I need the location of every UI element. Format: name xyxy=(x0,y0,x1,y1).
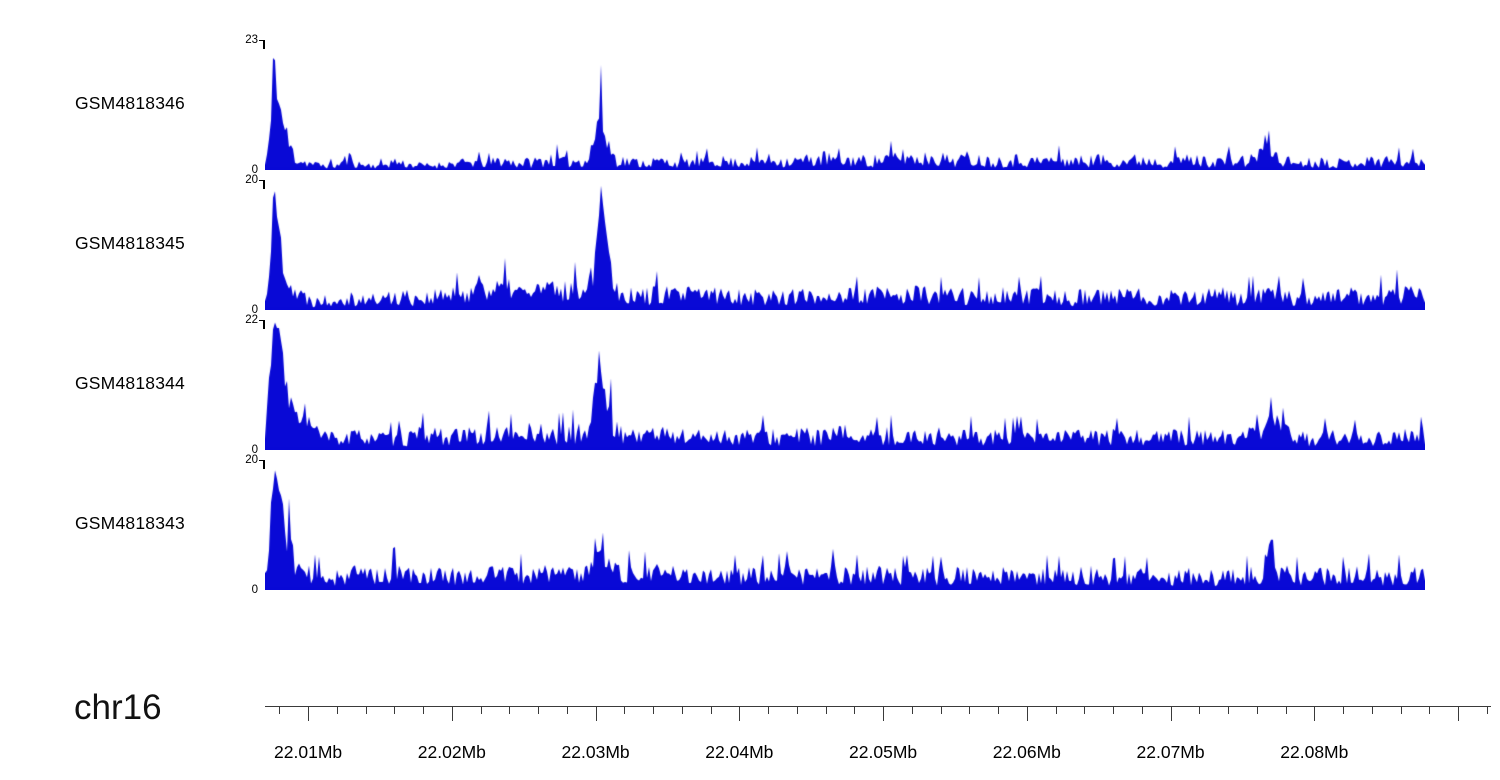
axis-minor-tick xyxy=(394,707,396,714)
axis-minor-tick xyxy=(1371,707,1373,714)
axis-minor-tick xyxy=(1285,707,1287,714)
axis-minor-tick xyxy=(969,707,971,714)
axis-minor-tick xyxy=(423,707,425,714)
axis-major-tick xyxy=(739,707,741,721)
axis-major-tick xyxy=(1170,707,1172,721)
y-axis-zero-label: 0 xyxy=(251,444,258,456)
axis-minor-tick xyxy=(1429,707,1431,714)
axis-minor-tick xyxy=(940,707,942,714)
y-axis-tick xyxy=(263,460,265,469)
axis-minor-tick xyxy=(1084,707,1086,714)
coverage-track-row: GSM4818344 22 0 xyxy=(0,314,1500,456)
axis-minor-tick xyxy=(854,707,856,714)
axis-minor-tick xyxy=(653,707,655,714)
axis-minor-tick xyxy=(1486,707,1488,714)
y-axis-zero-label: 0 xyxy=(251,304,258,316)
track-plot-area: 20 0 xyxy=(245,454,1425,596)
y-axis-zero-label: 0 xyxy=(251,164,258,176)
axis-minor-tick xyxy=(1228,707,1230,714)
axis-major-tick xyxy=(1314,707,1316,721)
axis-minor-tick xyxy=(1113,707,1115,714)
y-axis-tick xyxy=(259,40,264,41)
axis-major-tick xyxy=(1458,707,1460,721)
track-label: GSM4818345 xyxy=(75,232,185,253)
axis-minor-tick xyxy=(1055,707,1057,714)
axis-major-tick xyxy=(308,707,310,721)
axis-minor-tick xyxy=(911,707,913,714)
axis-tick-label: 22.01Mb xyxy=(274,742,343,762)
axis-minor-tick xyxy=(1141,707,1143,714)
axis-tick-label: 22.08Mb xyxy=(1280,742,1349,762)
y-axis-max-label: 20 xyxy=(245,174,258,186)
axis-minor-tick xyxy=(998,707,1000,714)
axis-major-tick xyxy=(595,707,597,721)
y-axis-max-label: 22 xyxy=(245,314,258,326)
axis-minor-tick xyxy=(1343,707,1345,714)
axis-minor-tick xyxy=(768,707,770,714)
axis-minor-tick xyxy=(538,707,540,714)
axis-minor-tick xyxy=(624,707,626,714)
coverage-track-row: GSM4818343 20 0 xyxy=(0,454,1500,596)
y-axis-tick xyxy=(259,180,264,181)
signal-area-canvas xyxy=(265,320,1425,450)
axis-tick-label: 22.07Mb xyxy=(1136,742,1205,762)
track-label: GSM4818343 xyxy=(75,512,185,533)
track-label: GSM4818346 xyxy=(75,92,185,113)
track-plot-area: 22 0 xyxy=(245,314,1425,456)
y-axis-tick xyxy=(259,320,264,321)
genome-ruler: 22.01Mb 22.02Mb 22.03Mb 22.04Mb 22.05Mb 22.06… xyxy=(265,706,1492,766)
axis-minor-tick xyxy=(1199,707,1201,714)
axis-tick-label: 22.03Mb xyxy=(561,742,630,762)
track-label: GSM4818344 xyxy=(75,372,185,393)
axis-minor-tick xyxy=(279,707,281,714)
axis-major-tick xyxy=(451,707,453,721)
track-plot-area: 23 0 xyxy=(245,34,1425,176)
axis-minor-tick xyxy=(825,707,827,714)
axis-minor-tick xyxy=(365,707,367,714)
axis-major-tick xyxy=(1026,707,1028,721)
y-axis-max-label: 23 xyxy=(245,34,258,46)
signal-area-canvas xyxy=(265,40,1425,170)
y-axis-tick xyxy=(259,460,264,461)
signal-area-canvas xyxy=(265,180,1425,310)
axis-major-tick xyxy=(883,707,885,721)
axis-minor-tick xyxy=(480,707,482,714)
axis-minor-tick xyxy=(1400,707,1402,714)
coverage-track-row: GSM4818345 20 0 xyxy=(0,174,1500,316)
axis-minor-tick xyxy=(1256,707,1258,714)
axis-minor-tick xyxy=(681,707,683,714)
y-axis-max-label: 20 xyxy=(245,454,258,466)
axis-minor-tick xyxy=(336,707,338,714)
y-axis-zero-label: 0 xyxy=(251,584,258,596)
track-plot-area: 20 0 xyxy=(245,174,1425,316)
axis-tick-label: 22.04Mb xyxy=(705,742,774,762)
y-axis-tick xyxy=(263,320,265,329)
chromosome-label: chr16 xyxy=(74,688,162,727)
coverage-track-row: GSM4818346 23 0 xyxy=(0,34,1500,176)
axis-tick-label: 22.02Mb xyxy=(417,742,486,762)
axis-tick-label: 22.05Mb xyxy=(849,742,918,762)
axis-minor-tick xyxy=(509,707,511,714)
y-axis-tick xyxy=(263,40,265,49)
signal-area-canvas xyxy=(265,460,1425,590)
y-axis-tick xyxy=(263,180,265,189)
axis-minor-tick xyxy=(566,707,568,714)
axis-minor-tick xyxy=(796,707,798,714)
ruler-axis-line xyxy=(265,706,1492,707)
axis-tick-label: 22.06Mb xyxy=(992,742,1061,762)
axis-minor-tick xyxy=(710,707,712,714)
